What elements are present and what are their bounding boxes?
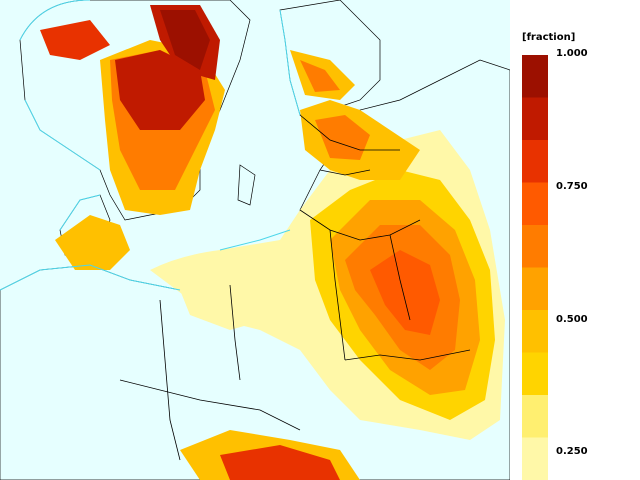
- legend-panel: [fraction]: [510, 0, 640, 480]
- colorbar-swatch: [522, 437, 548, 480]
- legend-tick-0750: 0.750: [556, 181, 588, 192]
- field-norway-west: [40, 20, 110, 60]
- colorbar-swatch: [522, 140, 548, 183]
- colorbar-swatch: [522, 225, 548, 268]
- colorbar-swatch: [522, 97, 548, 140]
- country-borders: [119, 114, 471, 461]
- colorbar-swatch: [522, 55, 548, 98]
- field-band-5: [370, 250, 440, 335]
- field-denmark: [55, 215, 130, 270]
- legend-tick-0500: 0.500: [556, 314, 588, 325]
- field-norway-peak: [160, 10, 210, 70]
- legend-colorbar: [522, 55, 548, 480]
- colorbar-swatch: [522, 310, 548, 353]
- fraction-field: [40, 5, 505, 480]
- field-finland-core: [300, 60, 340, 92]
- legend-tick-0250: 0.250: [556, 446, 588, 457]
- field-germany: [180, 280, 265, 330]
- colorbar-swatch: [522, 395, 548, 438]
- coastlines: [0, 0, 301, 291]
- colorbar-swatch: [522, 182, 548, 225]
- colorbar-swatch: [522, 352, 548, 395]
- field-balkans-core: [220, 445, 340, 480]
- legend-unit-label: [fraction]: [522, 32, 576, 43]
- map-canvas: [0, 0, 510, 480]
- colorbar-swatch: [522, 267, 548, 310]
- legend-tick-1000: 1.000: [556, 48, 588, 59]
